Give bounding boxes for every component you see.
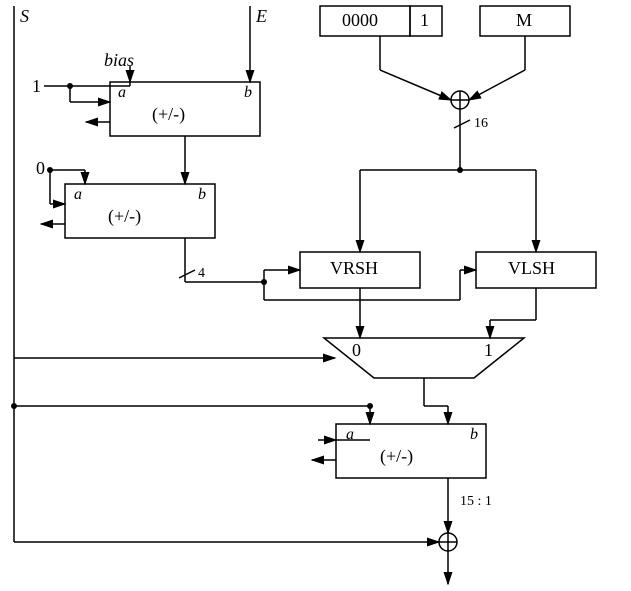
label-const-0: 0 (36, 158, 45, 179)
port-addsub2-a: a (74, 186, 82, 204)
label-e: E (256, 6, 267, 27)
label-s: S (20, 6, 29, 27)
label-bus-4: 4 (198, 266, 205, 282)
label-mux-1: 1 (484, 340, 493, 361)
label-mux-0: 0 (352, 340, 361, 361)
bus-slash-4 (179, 270, 195, 278)
label-addsub2: (+/-) (108, 206, 141, 227)
label-addsub1: (+/-) (152, 104, 185, 125)
port-addsub1-a: a (118, 84, 126, 102)
label-const-1: 1 (32, 76, 41, 97)
port-addsub3-a: a (346, 426, 354, 444)
label-bias: bias (104, 50, 134, 71)
diagram-canvas (0, 0, 631, 591)
label-m: M (516, 10, 532, 31)
bus-slash-16 (454, 120, 470, 128)
port-addsub3-b: b (470, 426, 478, 444)
label-bus-final: 15 : 1 (460, 494, 492, 510)
label-bus-16: 16 (474, 116, 488, 132)
label-prefix-1: 1 (420, 10, 429, 31)
port-addsub2-b: b (198, 186, 206, 204)
label-vlsh: VLSH (508, 258, 555, 279)
port-addsub1-b: b (244, 84, 252, 102)
label-0000: 0000 (342, 10, 378, 31)
label-vrsh: VRSH (330, 258, 378, 279)
label-addsub3: (+/-) (380, 446, 413, 467)
